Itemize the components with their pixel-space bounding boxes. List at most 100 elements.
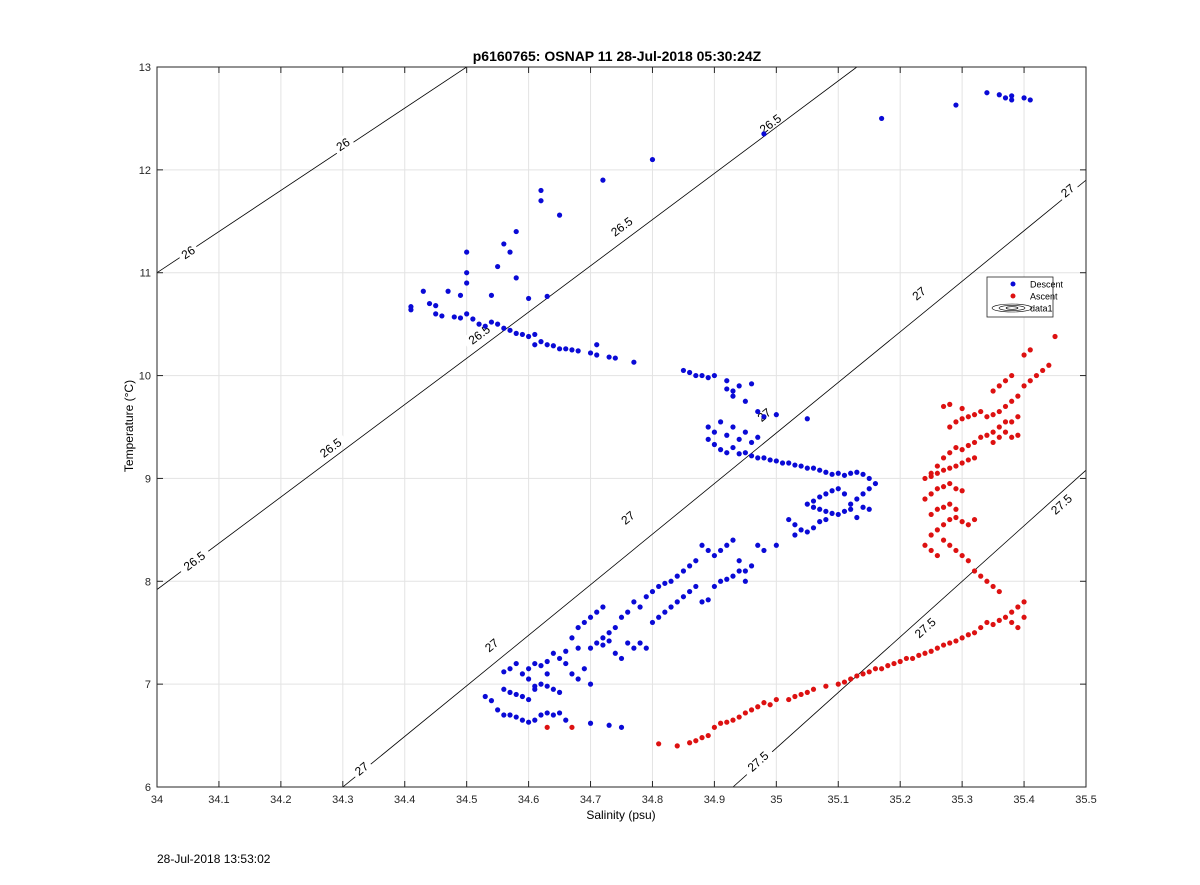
y-tick-label: 11 bbox=[140, 268, 151, 280]
descent-point bbox=[804, 416, 810, 422]
ascent-point bbox=[996, 424, 1002, 430]
descent-point bbox=[711, 552, 718, 559]
descent-point bbox=[538, 681, 544, 687]
ascent-point bbox=[1009, 619, 1015, 626]
ascent-point bbox=[916, 652, 922, 658]
descent-point bbox=[556, 689, 563, 695]
descent-point bbox=[532, 331, 538, 338]
ascent-point bbox=[1027, 378, 1033, 384]
ascent-point bbox=[1002, 429, 1009, 435]
ascent-point bbox=[996, 617, 1002, 623]
descent-point bbox=[526, 295, 532, 302]
descent-point bbox=[556, 655, 563, 662]
contour-label-bg bbox=[479, 633, 503, 657]
descent-point bbox=[742, 578, 748, 584]
descent-point bbox=[829, 510, 835, 516]
ascent-point bbox=[947, 640, 953, 646]
ascent-point bbox=[990, 583, 996, 590]
ascent-point bbox=[1027, 347, 1033, 353]
descent-point bbox=[860, 491, 866, 497]
descent-point bbox=[848, 501, 854, 507]
x-tick-label: 34.2 bbox=[270, 794, 291, 806]
ascent-point bbox=[953, 547, 959, 554]
ascent-point bbox=[959, 405, 965, 412]
descent-point bbox=[786, 516, 792, 523]
descent-point bbox=[581, 619, 587, 626]
descent-point bbox=[513, 228, 519, 235]
descent-point bbox=[569, 635, 575, 641]
ascent-point bbox=[804, 689, 810, 695]
ascent-point bbox=[940, 522, 947, 528]
descent-point bbox=[798, 463, 804, 469]
ascent-point bbox=[947, 465, 953, 471]
descent-point bbox=[705, 424, 711, 430]
ascent-point bbox=[1052, 333, 1058, 340]
contour-label-bg bbox=[906, 281, 931, 305]
descent-point bbox=[544, 671, 550, 677]
ascent-point bbox=[1015, 414, 1021, 420]
ascent-point bbox=[984, 414, 990, 420]
descent-point bbox=[717, 419, 724, 425]
descent-point bbox=[817, 494, 823, 500]
descent-point bbox=[637, 604, 643, 610]
descent-point bbox=[1009, 93, 1015, 99]
descent-point bbox=[519, 693, 526, 700]
descent-point bbox=[823, 469, 829, 475]
descent-point bbox=[773, 542, 779, 548]
descent-point bbox=[730, 393, 736, 399]
contour-label-bg bbox=[349, 756, 373, 780]
ascent-point bbox=[959, 460, 965, 466]
descent-point bbox=[594, 640, 600, 646]
descent-point bbox=[786, 460, 792, 466]
ascent-point bbox=[742, 710, 748, 716]
descent-point bbox=[612, 624, 618, 631]
descent-point bbox=[587, 720, 594, 726]
y-tick-label: 9 bbox=[145, 473, 151, 485]
descent-point bbox=[668, 604, 674, 610]
descent-point bbox=[736, 558, 742, 564]
descent-point bbox=[544, 342, 550, 348]
ascent-point bbox=[705, 732, 711, 739]
ascent-point bbox=[940, 484, 947, 490]
ascent-point bbox=[928, 491, 934, 497]
ascent-point bbox=[717, 720, 724, 726]
contour-label-bg bbox=[312, 431, 348, 463]
descent-point bbox=[631, 645, 637, 651]
descent-point bbox=[773, 412, 779, 418]
ascent-point bbox=[1002, 419, 1009, 425]
ascent-point bbox=[1002, 614, 1009, 620]
ascent-point bbox=[755, 704, 761, 710]
descent-point bbox=[711, 583, 718, 590]
descent-point bbox=[742, 398, 748, 404]
descent-point bbox=[507, 712, 513, 718]
descent-point bbox=[618, 614, 625, 620]
descent-point bbox=[488, 698, 495, 704]
legend[interactable]: Descent Ascent data1 bbox=[986, 276, 1064, 318]
descent-point bbox=[649, 619, 656, 626]
descent-point bbox=[687, 369, 693, 376]
descent-point bbox=[482, 693, 488, 700]
descent-point bbox=[724, 378, 730, 384]
descent-point bbox=[755, 542, 761, 548]
descent-point bbox=[625, 609, 631, 615]
descent-point bbox=[600, 177, 606, 183]
ascent-point bbox=[934, 463, 940, 469]
descent-point bbox=[730, 537, 736, 543]
descent-point bbox=[804, 465, 810, 471]
ascent-point bbox=[965, 558, 971, 564]
ascent-point bbox=[711, 724, 718, 730]
descent-point bbox=[860, 471, 866, 477]
ascent-point bbox=[903, 655, 909, 662]
descent-point bbox=[817, 467, 823, 473]
ascent-point bbox=[984, 619, 990, 626]
descent-point bbox=[779, 460, 786, 466]
ascent-point bbox=[934, 645, 940, 651]
descent-point bbox=[420, 288, 426, 294]
descent-point bbox=[507, 689, 513, 695]
ascent-point bbox=[947, 516, 953, 523]
descent-point bbox=[736, 568, 742, 574]
ascent-point bbox=[940, 403, 947, 410]
ascent-point bbox=[922, 496, 928, 502]
descent-point bbox=[587, 681, 594, 687]
